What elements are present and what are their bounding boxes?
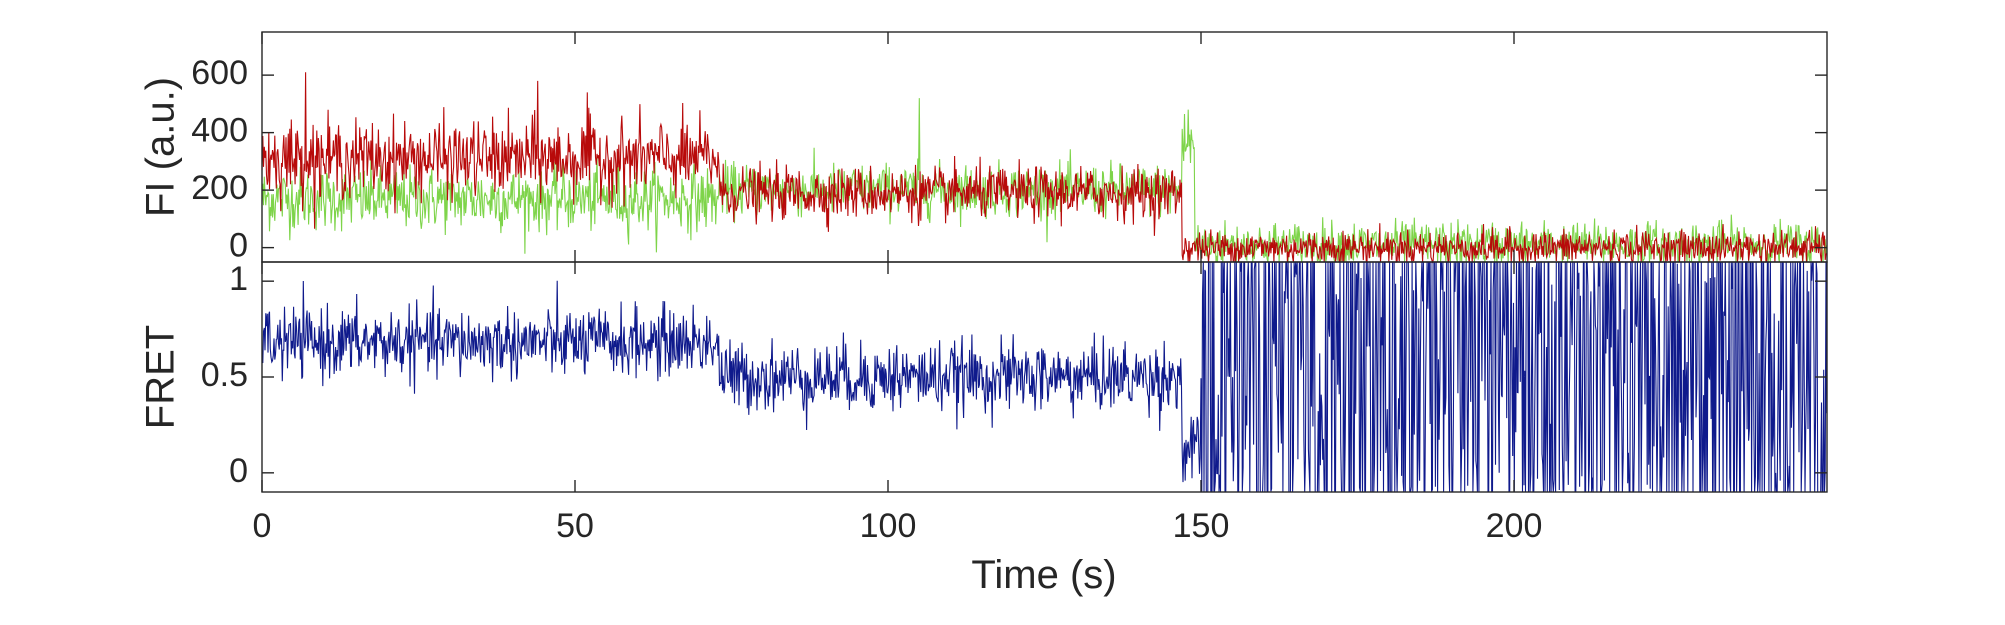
fluorescence-y-tick-label: 400 (191, 112, 248, 150)
donor-trace (261, 98, 1828, 264)
fluorescence-y-axis-title: FI (a.u.) (139, 77, 183, 217)
fret-y-ticks: 00.51 (201, 260, 1827, 490)
fret-y-tick-label: 0 (229, 452, 248, 490)
fret-panel: 00.51 0 50 100 150 200 FRET Time (s) (139, 32, 1828, 597)
x-tick-label: 50 (556, 507, 594, 545)
fret-y-tick-label: 0.5 (201, 356, 248, 394)
fret-trace (261, 261, 1828, 493)
x-tick-label: 100 (860, 507, 917, 545)
x-tick-label: 0 (253, 507, 272, 545)
x-tick-label: 200 (1486, 507, 1543, 545)
fluorescence-y-tick-label: 0 (229, 227, 248, 265)
x-ticks: 0 50 100 150 200 (253, 32, 1543, 545)
x-tick-label: 150 (1173, 507, 1230, 545)
x-axis-title: Time (s) (971, 553, 1116, 597)
fret-panel-frame (261, 261, 1828, 493)
acceptor-trace (261, 72, 1828, 264)
fluorescence-panel: 0 200 400 600 FI (a.u.) (139, 31, 1828, 265)
fluorescence-y-tick-label: 600 (191, 54, 248, 92)
fret-y-tick-label: 1 (229, 260, 248, 298)
fluorescence-series-group (261, 72, 1828, 264)
fluorescence-y-tick-label: 200 (191, 169, 248, 207)
fret-y-axis-title: FRET (139, 325, 183, 429)
fret-series-group (261, 261, 1828, 493)
fluorescence-y-ticks: 0 200 400 600 (191, 54, 1827, 265)
